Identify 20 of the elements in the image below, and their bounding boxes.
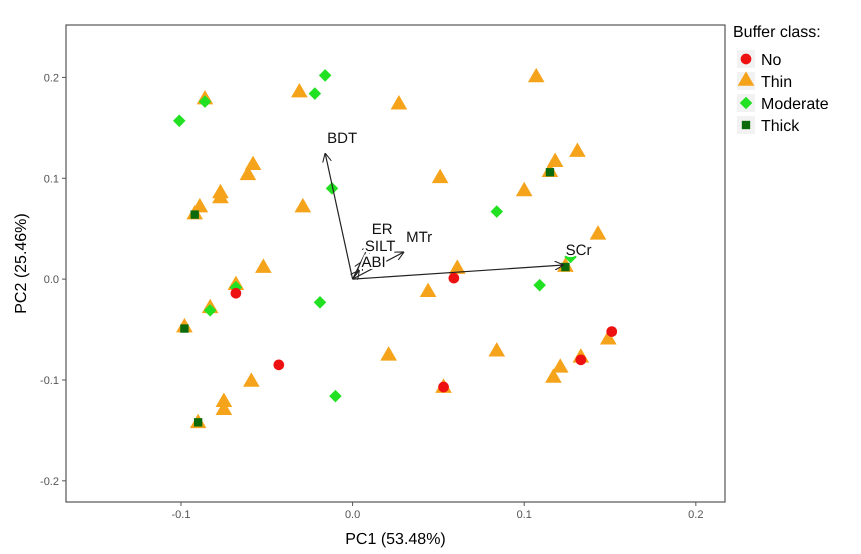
- series-label: ER: [372, 220, 393, 238]
- series-label: BDT: [327, 130, 358, 148]
- x-tick-label: 0.1: [516, 509, 532, 521]
- y-tick-label: 0.1: [44, 173, 59, 186]
- legend-label: Thin: [761, 74, 792, 91]
- x-tick-label: -0.1: [171, 509, 190, 521]
- x-tick-label: 0.2: [688, 509, 704, 521]
- y-tick-label: -0.2: [40, 476, 59, 488]
- x-axis-title: PC1 (53.48%): [345, 531, 446, 548]
- series-label: SCr: [566, 242, 592, 260]
- legend-label: Thick: [761, 118, 800, 135]
- legend-label: Moderate: [761, 96, 829, 113]
- y-tick-label: 0.0: [44, 274, 59, 286]
- y-tick-label: 0.2: [44, 72, 59, 84]
- legend-label: No: [761, 52, 782, 69]
- y-axis-title: PC2 (25.46%): [13, 213, 30, 314]
- y-tick-label: -0.1: [40, 374, 59, 387]
- x-tick-label: 0.0: [344, 509, 360, 521]
- series-label: MTr: [406, 228, 432, 246]
- legend-title: Buffer class:: [733, 24, 821, 41]
